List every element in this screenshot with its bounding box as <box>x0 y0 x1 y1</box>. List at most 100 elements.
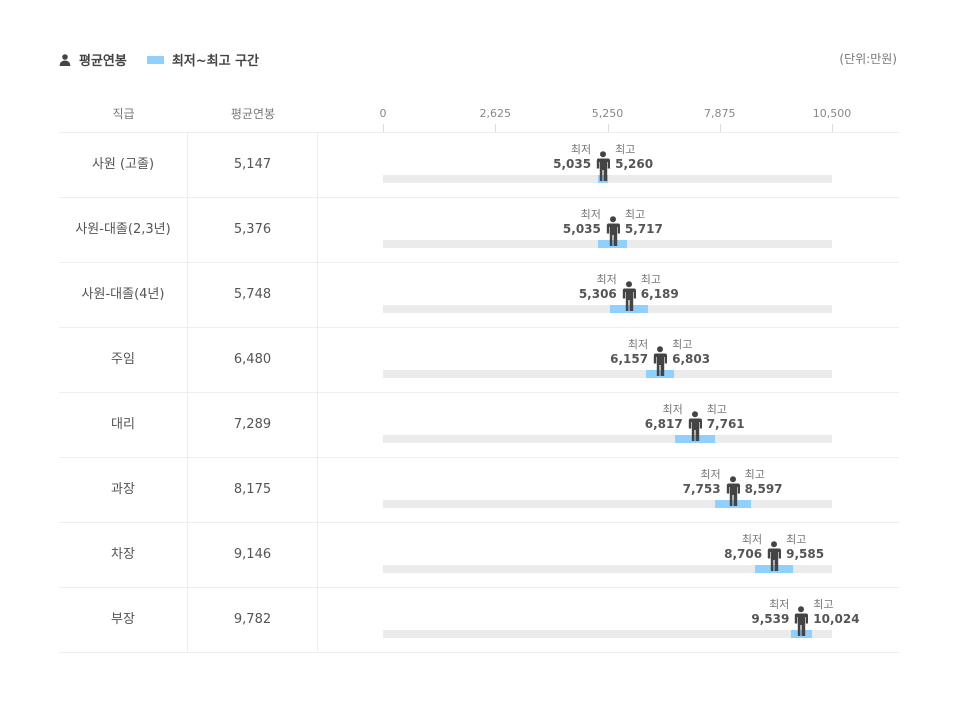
min-label: 최저 5,306 <box>579 272 617 302</box>
salary-range-bar <box>598 240 628 248</box>
person-icon <box>793 606 809 636</box>
rank-cell: 사원-대졸(2,3년) <box>59 198 188 263</box>
x-tick-label: 5,250 <box>591 107 624 120</box>
salary-range-bar <box>790 630 812 638</box>
person-icon <box>687 411 703 441</box>
salary-range-bar <box>714 500 751 508</box>
min-caption: 최저 <box>596 273 617 286</box>
range-track <box>383 435 832 443</box>
min-value: 6,817 <box>644 417 683 431</box>
max-value: 9,585 <box>786 547 825 561</box>
min-value: 6,157 <box>610 352 649 366</box>
max-value: 6,189 <box>640 287 679 301</box>
min-caption: 최저 <box>662 403 683 416</box>
min-caption: 최저 <box>769 598 790 611</box>
min-caption: 최저 <box>741 533 763 546</box>
avg-cell: 5,147 <box>188 133 318 198</box>
x-tick-mark <box>495 124 497 132</box>
person-icon <box>725 476 741 506</box>
table-row: 사원 (고졸) 5,147 최저 5,035 최고 5,260 <box>59 132 899 198</box>
x-tick-label: 10,500 <box>812 107 852 120</box>
header-rank: 직급 <box>112 107 135 121</box>
max-caption: 최고 <box>786 533 807 546</box>
x-tick-label: 7,875 <box>704 107 736 120</box>
table-row: 대리 7,289 최저 6,817 최고 7,761 <box>59 392 899 458</box>
min-value: 9,539 <box>751 612 790 626</box>
table-row: 부장 9,782 최저 9,539 최고 10,024 <box>59 587 899 653</box>
min-caption: 최저 <box>580 208 601 221</box>
min-value: 5,035 <box>562 222 601 236</box>
x-tick-mark <box>719 124 721 132</box>
salary-range-bar <box>598 175 608 183</box>
max-label: 최고 7,761 <box>707 402 745 432</box>
x-tick-mark <box>383 124 384 132</box>
rank-cell: 사원-대졸(4년) <box>59 263 188 328</box>
min-label: 최저 9,539 <box>751 597 789 627</box>
min-value: 5,035 <box>553 157 592 171</box>
rank-cell: 대리 <box>59 393 188 458</box>
person-icon <box>59 53 71 66</box>
table-row: 주임 6,480 최저 6,157 최고 6,803 <box>59 327 899 393</box>
table-row: 사원-대졸(2,3년) 5,376 최저 5,035 최고 5,717 <box>59 197 899 263</box>
range-track <box>383 370 832 378</box>
max-caption: 최고 <box>706 403 727 416</box>
min-value: 8,706 <box>724 547 763 561</box>
max-value: 5,717 <box>624 222 663 236</box>
max-value: 6,803 <box>672 352 711 366</box>
min-value: 7,753 <box>682 482 721 496</box>
rank-cell: 주임 <box>59 328 188 393</box>
max-caption: 최고 <box>624 208 646 221</box>
max-value: 10,024 <box>813 612 860 626</box>
min-label: 최저 6,157 <box>610 337 648 367</box>
person-icon <box>652 346 668 376</box>
legend: 평균연봉 최저~최고 구간 <box>59 50 259 69</box>
max-caption: 최고 <box>744 468 765 481</box>
min-label: 최저 5,035 <box>563 207 601 237</box>
max-value: 7,761 <box>706 417 745 431</box>
unit-label: (단위:만원) <box>839 52 897 66</box>
max-value: 5,260 <box>615 157 654 171</box>
max-label: 최고 9,585 <box>786 532 824 562</box>
max-value: 8,597 <box>744 482 783 496</box>
rank-cell: 사원 (고졸) <box>59 133 188 198</box>
max-label: 최고 5,717 <box>625 207 663 237</box>
table-bottom-border <box>59 652 899 653</box>
max-caption: 최고 <box>615 143 636 156</box>
min-value: 5,306 <box>578 287 617 301</box>
min-caption: 최저 <box>570 143 592 156</box>
table-row: 과장 8,175 최저 7,753 최고 8,597 <box>59 457 899 523</box>
max-label: 최고 8,597 <box>745 467 783 497</box>
salary-range-bar <box>609 305 648 313</box>
range-track <box>383 305 832 313</box>
max-label: 최고 6,803 <box>672 337 710 367</box>
avg-cell: 9,146 <box>188 523 318 588</box>
person-icon <box>595 151 611 181</box>
min-label: 최저 6,817 <box>645 402 683 432</box>
min-caption: 최저 <box>627 338 649 351</box>
legend-avg-label: 평균연봉 <box>79 54 127 69</box>
person-icon <box>621 281 637 311</box>
max-label: 최고 6,189 <box>641 272 679 302</box>
x-tick-mark <box>832 124 833 132</box>
max-caption: 최고 <box>640 273 662 286</box>
range-track <box>383 500 832 508</box>
avg-cell: 6,480 <box>188 328 318 393</box>
avg-cell: 5,748 <box>188 263 318 328</box>
range-track <box>383 565 832 573</box>
person-icon <box>605 216 621 246</box>
max-caption: 최고 <box>672 338 693 351</box>
table-row: 차장 9,146 최저 8,706 최고 9,585 <box>59 522 899 588</box>
rank-cell: 부장 <box>59 588 188 653</box>
avg-cell: 5,376 <box>188 198 318 263</box>
max-label: 최고 5,260 <box>615 142 653 172</box>
salary-range-bar <box>755 565 793 573</box>
avg-cell: 8,175 <box>188 458 318 523</box>
x-tick-mark <box>607 124 609 132</box>
avg-cell: 9,782 <box>188 588 318 653</box>
x-tick-label: 0 <box>379 107 387 120</box>
max-caption: 최고 <box>813 598 834 611</box>
salary-range-bar <box>674 435 715 443</box>
min-label: 최저 8,706 <box>724 532 762 562</box>
person-icon <box>766 541 782 571</box>
min-label: 최저 7,753 <box>683 467 721 497</box>
